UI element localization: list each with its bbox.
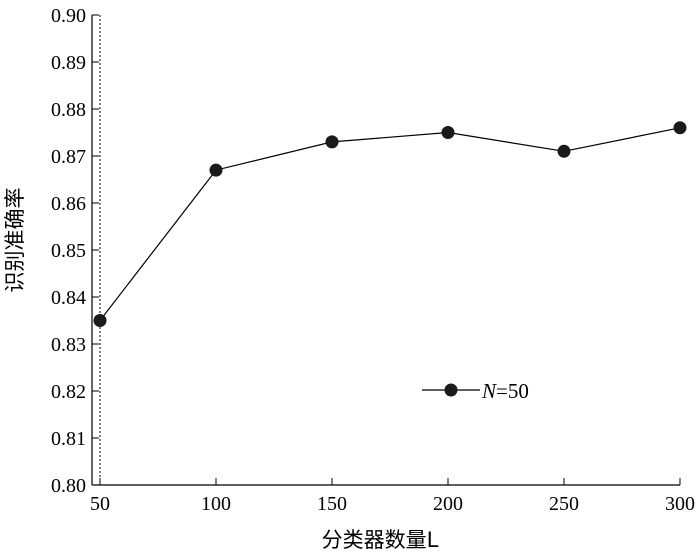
y-axis-ticks: 0.80 0.81 0.82 0.83 0.84 0.85 0.86 0.87 0.88 0.89… xyxy=(51,5,99,497)
y-tick-label: 0.90 xyxy=(51,5,86,27)
data-point xyxy=(673,121,687,135)
x-tick-label: 100 xyxy=(201,493,231,515)
legend-label-prefix: N xyxy=(481,379,497,403)
y-tick-label: 0.82 xyxy=(51,381,86,403)
y-tick-label: 0.84 xyxy=(51,287,86,309)
legend-label: N=50 xyxy=(481,379,529,403)
y-tick-label: 0.88 xyxy=(51,99,86,121)
x-tick-label: 200 xyxy=(433,493,463,515)
data-point xyxy=(557,144,571,158)
x-tick-label: 150 xyxy=(317,493,347,515)
x-tick-label: 250 xyxy=(549,493,579,515)
y-tick-label: 0.83 xyxy=(51,334,86,356)
data-point xyxy=(325,135,339,149)
legend-marker xyxy=(444,383,458,397)
data-point xyxy=(441,126,455,139)
y-tick-label: 0.80 xyxy=(51,475,86,497)
x-axis-title: 分类器数量L xyxy=(322,528,439,552)
data-point xyxy=(209,163,223,177)
y-tick-label: 0.85 xyxy=(51,240,86,262)
legend-label-suffix: =50 xyxy=(496,379,529,403)
series-line xyxy=(99,127,681,321)
data-point xyxy=(93,314,107,327)
y-tick-label: 0.89 xyxy=(51,52,86,74)
x-axis-ticks: 50 100 150 200 250 300 xyxy=(90,478,695,515)
x-tick-label: 300 xyxy=(665,493,695,515)
series-group xyxy=(93,121,687,327)
x-tick-label: 50 xyxy=(90,493,110,515)
y-tick-label: 0.87 xyxy=(51,146,86,168)
y-tick-label: 0.86 xyxy=(51,193,86,215)
y-tick-label: 0.81 xyxy=(51,428,86,450)
y-axis-title: 识别准确率 xyxy=(3,188,27,293)
legend: N=50 xyxy=(422,379,529,403)
